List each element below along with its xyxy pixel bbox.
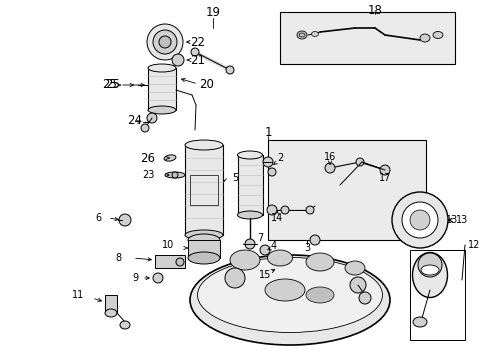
Text: 17: 17 [378, 173, 390, 183]
Bar [409, 250, 464, 340]
Circle shape [309, 235, 319, 245]
Ellipse shape [264, 279, 305, 301]
Ellipse shape [105, 309, 117, 317]
Circle shape [153, 273, 163, 283]
Circle shape [172, 54, 183, 66]
Text: 20: 20 [199, 77, 214, 90]
Ellipse shape [237, 211, 262, 219]
Bar [280, 12, 454, 64]
Text: 13: 13 [455, 215, 468, 225]
Ellipse shape [420, 265, 438, 275]
Text: 8: 8 [115, 253, 121, 263]
Bar [184, 145, 223, 235]
Ellipse shape [267, 250, 292, 266]
Ellipse shape [305, 253, 333, 271]
Text: 11: 11 [72, 290, 84, 300]
Ellipse shape [184, 140, 223, 150]
Circle shape [305, 206, 313, 214]
Ellipse shape [148, 64, 176, 72]
Ellipse shape [296, 31, 306, 39]
Bar [148, 68, 176, 110]
Text: 2: 2 [276, 153, 283, 163]
Text: 9: 9 [132, 273, 138, 283]
Circle shape [260, 245, 269, 255]
Circle shape [409, 210, 429, 230]
Ellipse shape [412, 252, 447, 297]
Text: 25: 25 [102, 78, 117, 91]
Ellipse shape [187, 234, 220, 246]
Circle shape [401, 202, 437, 238]
Circle shape [391, 192, 447, 248]
Text: 4: 4 [270, 241, 277, 251]
Ellipse shape [164, 155, 176, 161]
Circle shape [225, 66, 234, 74]
Circle shape [273, 259, 285, 271]
Text: 23: 23 [142, 170, 154, 180]
Text: 5: 5 [231, 173, 238, 183]
Circle shape [191, 48, 199, 56]
Polygon shape [155, 255, 184, 268]
Circle shape [176, 258, 183, 266]
Circle shape [281, 206, 288, 214]
Ellipse shape [419, 34, 429, 42]
Text: 14: 14 [270, 213, 283, 223]
Ellipse shape [345, 261, 364, 275]
Text: 25: 25 [105, 78, 120, 91]
Text: 24: 24 [127, 113, 142, 126]
Circle shape [159, 36, 171, 48]
Circle shape [119, 214, 131, 226]
Text: 6: 6 [95, 213, 101, 223]
Circle shape [267, 168, 275, 176]
Text: 16: 16 [323, 152, 335, 162]
Bar [105, 295, 117, 313]
Ellipse shape [311, 31, 318, 36]
Ellipse shape [148, 106, 176, 114]
Ellipse shape [197, 257, 382, 333]
Ellipse shape [120, 321, 130, 329]
Bar [187, 240, 220, 258]
Ellipse shape [187, 252, 220, 264]
Text: 22: 22 [190, 36, 205, 49]
Ellipse shape [229, 250, 260, 270]
Circle shape [224, 268, 244, 288]
Circle shape [141, 124, 149, 132]
Ellipse shape [184, 230, 223, 240]
Text: 18: 18 [367, 4, 382, 17]
Ellipse shape [305, 287, 333, 303]
Text: 13: 13 [445, 215, 457, 225]
Circle shape [266, 205, 276, 215]
Circle shape [349, 277, 365, 293]
Circle shape [417, 253, 441, 277]
Ellipse shape [190, 255, 389, 345]
Bar [238, 155, 263, 215]
Text: 10: 10 [162, 240, 174, 250]
Circle shape [147, 24, 183, 60]
Circle shape [358, 292, 370, 304]
Circle shape [355, 158, 363, 166]
Text: 19: 19 [205, 5, 220, 18]
Circle shape [147, 113, 157, 123]
Ellipse shape [432, 31, 442, 39]
Text: 15: 15 [258, 270, 271, 280]
Ellipse shape [298, 33, 305, 37]
Circle shape [379, 165, 389, 175]
Ellipse shape [164, 172, 184, 178]
Ellipse shape [412, 317, 426, 327]
Text: 21: 21 [190, 54, 205, 67]
Text: 26: 26 [140, 152, 155, 165]
Text: 12: 12 [467, 240, 479, 250]
Circle shape [325, 163, 334, 173]
Ellipse shape [237, 151, 262, 159]
Bar [267, 140, 425, 240]
Circle shape [153, 30, 177, 54]
Circle shape [172, 172, 178, 178]
Bar [190, 175, 218, 205]
Text: 7: 7 [256, 233, 263, 243]
Text: 1: 1 [264, 126, 271, 139]
Circle shape [244, 239, 254, 249]
Circle shape [263, 157, 272, 167]
Text: 3: 3 [304, 243, 309, 253]
